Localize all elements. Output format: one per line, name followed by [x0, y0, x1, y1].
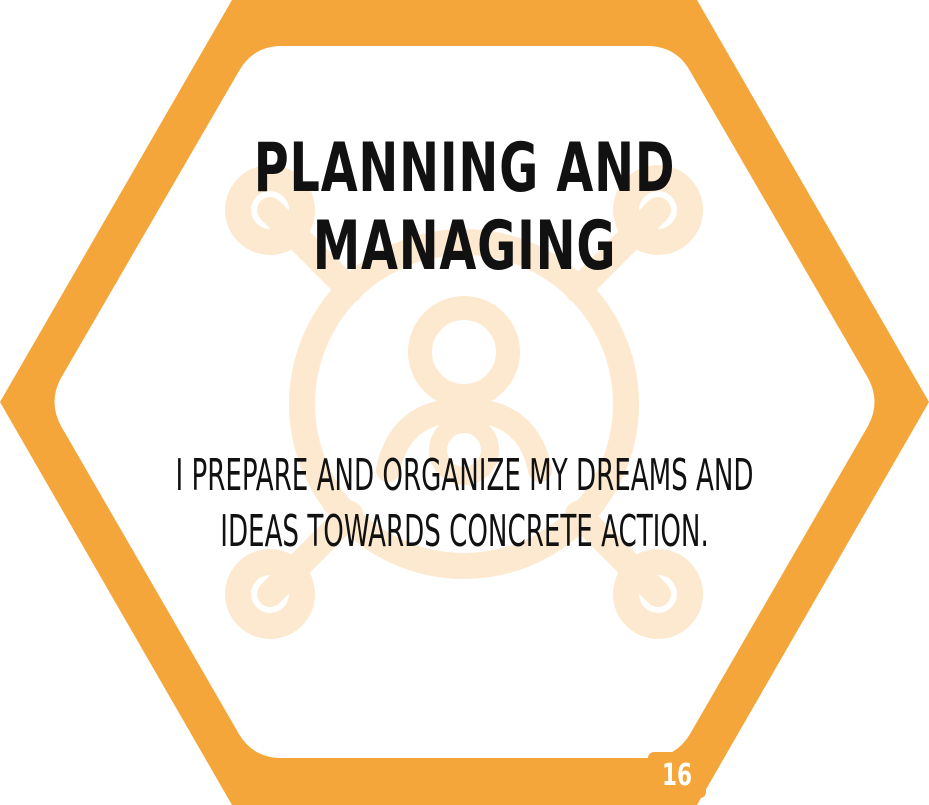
card-title-line-1: Planning and [253, 129, 676, 208]
card-title-line-2: managing [312, 207, 617, 286]
card-title: Planning and managing [102, 130, 827, 286]
card-description: I prepare and organize my dreams and ide… [158, 448, 771, 560]
page-number: 16 [661, 758, 693, 793]
network-nodes-icon [225, 165, 703, 639]
page-number-tab [648, 752, 706, 798]
card-description-line-2: ideas towards concrete action. [220, 506, 709, 557]
card-description-line-1: I prepare and organize my dreams and [175, 450, 754, 501]
